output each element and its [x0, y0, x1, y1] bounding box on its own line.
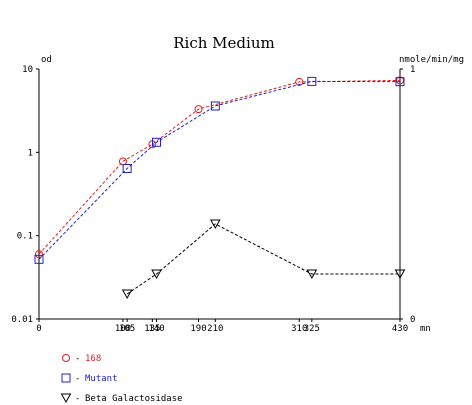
series-beta-galactosidase [121, 219, 406, 300]
x-axis-tick-label: 0 [36, 324, 41, 334]
left-axis-tick-label: 10 [22, 65, 33, 75]
right-axis-tick-label: 1 [410, 65, 415, 75]
left-axis-tick-label: 1 [28, 148, 33, 158]
beta-galactosidase-point [394, 269, 406, 280]
mutant-point [34, 254, 44, 264]
legend-marker-mutant [61, 373, 71, 383]
x-axis-tick-label: 140 [148, 324, 164, 334]
legend-marker-beta-galactosidase [60, 393, 72, 404]
legend-dash-168: - [75, 354, 80, 364]
168-point [194, 105, 203, 114]
mutant-point [210, 101, 220, 111]
beta-galactosidase-point [151, 269, 162, 280]
mutant-point [122, 163, 132, 173]
legend-marker-168 [62, 354, 70, 362]
left-axis-label: od [41, 55, 52, 65]
right-axis-tick-label: 0 [410, 315, 415, 325]
beta-galactosidase-point [306, 269, 318, 280]
x-axis-tick-label: 210 [207, 324, 223, 334]
series-layer [34, 76, 406, 300]
legend-dash-beta-galactosidase: - [75, 394, 80, 404]
mutant-point [395, 77, 405, 87]
legend: -168- Mutant- Beta Galactosidase [60, 354, 183, 404]
beta-galactosidase-point [209, 219, 221, 230]
x-axis-tick-label: 190 [190, 324, 206, 334]
x-axis-unit: mn [420, 324, 431, 334]
mutant-line [38, 80, 401, 260]
series-mutant [34, 76, 405, 264]
mutant-point [307, 76, 317, 86]
mutant-point [152, 137, 162, 147]
x-axis-tick-label: 430 [392, 324, 408, 334]
x-axis-tick-label: 310 [291, 324, 307, 334]
beta-galactosidase-line [126, 223, 400, 295]
legend-label-168: 168 [85, 354, 101, 364]
beta-galactosidase-point [121, 289, 133, 300]
left-axis-tick-label: 0.1 [17, 232, 33, 242]
x-axis-tick-label: 135 [144, 324, 160, 334]
chart-title: Rich Medium [173, 34, 274, 52]
legend-label-mutant: Mutant [85, 374, 118, 384]
right-axis-label: nmole/min/mg [399, 55, 464, 65]
x-axis-tick-label: 100 [115, 324, 131, 334]
left-axis-tick-label: 0.01 [11, 315, 33, 325]
legend-dash-mutant: - [75, 374, 80, 384]
x-axis-tick-label: 325 [304, 324, 320, 334]
168-point [35, 250, 43, 259]
legend-label-beta-galactosidase: Beta Galactosidase [85, 394, 183, 404]
series-168 [35, 76, 404, 259]
168-point [295, 77, 304, 86]
x-axis-tick-label: 105 [119, 324, 135, 334]
